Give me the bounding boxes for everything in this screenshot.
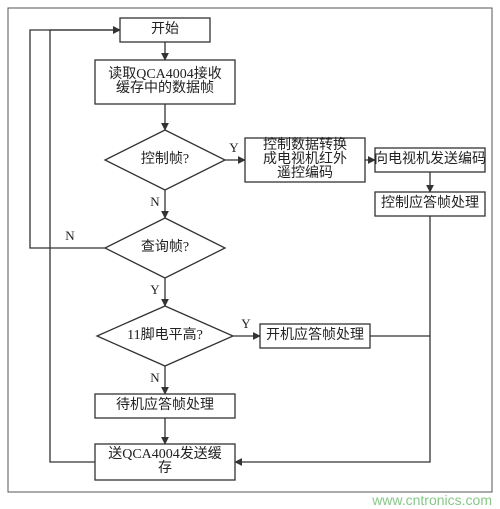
edge-label-6: N xyxy=(65,228,75,243)
edge-label-7: Y xyxy=(150,282,160,297)
outer-frame xyxy=(8,8,492,492)
node-read-label-1: 缓存中的数据帧 xyxy=(116,80,214,96)
node-on_rsp: 开机应答帧处理 xyxy=(260,324,370,348)
node-send_q-label-0: 送QCA4004发送缓 xyxy=(108,446,222,462)
node-d_query-label-0: 查询帧? xyxy=(141,239,189,255)
edge-label-5: N xyxy=(150,194,160,209)
node-convert-label-1: 成电视机红外 xyxy=(263,151,347,167)
node-d_query: 查询帧? xyxy=(105,218,225,278)
node-wait_rsp: 待机应答帧处理 xyxy=(95,394,235,418)
node-convert: 控制数据转换成电视机红外遥控编码 xyxy=(245,136,365,182)
node-on_rsp-label-0: 开机应答帧处理 xyxy=(266,326,364,343)
node-send_tv: 向电视机发送编码 xyxy=(374,148,486,172)
edge-label-2: Y xyxy=(229,140,239,155)
node-d_pin-label-0: 11脚电平高? xyxy=(127,326,203,343)
node-start-label-0: 开始 xyxy=(151,21,179,37)
node-ctrl_rsp-label-0: 控制应答帧处理 xyxy=(381,194,479,211)
node-read: 读取QCA4004接收缓存中的数据帧 xyxy=(95,60,235,104)
node-d_ctrl-label-0: 控制帧? xyxy=(141,151,189,167)
edge-label-9: N xyxy=(150,370,160,385)
node-d_pin: 11脚电平高? xyxy=(97,306,233,366)
node-d_ctrl: 控制帧? xyxy=(105,130,225,190)
node-convert-label-0: 控制数据转换 xyxy=(263,136,347,153)
node-send_q: 送QCA4004发送缓存 xyxy=(95,444,235,480)
node-send_q-label-1: 存 xyxy=(158,460,172,476)
node-read-label-0: 读取QCA4004接收 xyxy=(108,65,222,82)
node-send_tv-label-0: 向电视机发送编码 xyxy=(374,151,486,167)
node-ctrl_rsp: 控制应答帧处理 xyxy=(375,192,485,216)
node-convert-label-2: 遥控编码 xyxy=(277,165,333,181)
node-start: 开始 xyxy=(120,18,210,42)
nodes-layer: 开始读取QCA4004接收缓存中的数据帧控制帧?控制数据转换成电视机红外遥控编码… xyxy=(95,18,486,480)
edge-label-8: Y xyxy=(241,316,251,331)
node-wait_rsp-label-0: 待机应答帧处理 xyxy=(116,396,214,413)
watermark: www.cntronics.com xyxy=(371,492,492,508)
